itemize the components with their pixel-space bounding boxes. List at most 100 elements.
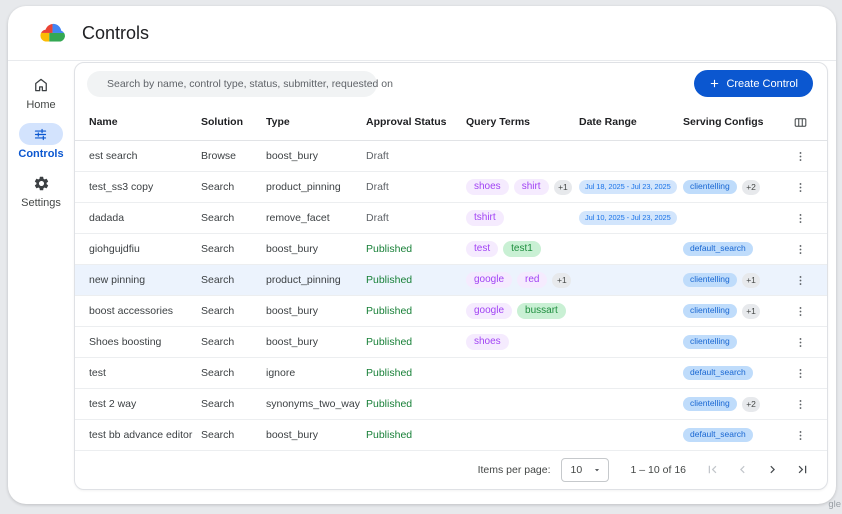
column-header-query-terms: Query Terms: [466, 116, 530, 128]
plus-icon: [711, 79, 719, 88]
cell-serving-configs: clientelling +2: [683, 396, 787, 412]
sidebar-item-home[interactable]: Home: [26, 74, 56, 111]
query-term-pill: test: [466, 240, 499, 258]
cell-date-range: Jul 10, 2025 - Jul 23, 2025: [579, 210, 683, 226]
page-title: Controls: [82, 22, 150, 43]
table-row[interactable]: test bb advance editor Search boost_bury…: [75, 420, 827, 451]
extra-configs-count-badge: +2: [741, 179, 761, 195]
create-control-label: Create Control: [726, 77, 798, 90]
cell-type: ignore: [266, 367, 296, 379]
query-term-pill: shoes: [466, 178, 509, 196]
extra-configs-count-badge: +2: [741, 396, 761, 412]
cell-type: product_pinning: [266, 181, 341, 193]
table-row[interactable]: giohgujdfiu Search boost_bury Published …: [75, 234, 827, 265]
serving-config-pill: default_search: [683, 427, 753, 443]
date-range-pill: Jul 18, 2025 - Jul 23, 2025: [579, 179, 677, 195]
cell-name: est search: [89, 150, 138, 162]
kebab-menu-icon[interactable]: [792, 241, 809, 258]
cell-query-terms: tshirt: [466, 209, 579, 227]
cell-status: Published: [366, 305, 413, 317]
create-control-button[interactable]: Create Control: [694, 70, 813, 97]
top-bar: Controls: [8, 6, 836, 61]
app-panel: Controls Home Controls: [8, 6, 836, 504]
tune-icon: [35, 128, 47, 140]
table-row[interactable]: test 2 way Search synonyms_two_way Publi…: [75, 389, 827, 420]
items-per-page-select[interactable]: 10: [560, 457, 609, 482]
next-page-icon[interactable]: [764, 461, 781, 478]
column-header-date-range: Date Range: [579, 116, 637, 128]
cell-name: test: [89, 367, 106, 379]
table-row[interactable]: new pinning Search product_pinning Publi…: [75, 265, 827, 296]
table-row[interactable]: boost accessories Search boost_bury Publ…: [75, 296, 827, 327]
cell-name: new pinning: [89, 274, 146, 286]
toolbar: Search by name, control type, status, su…: [75, 63, 827, 104]
cell-type: boost_bury: [266, 243, 318, 255]
cell-solution: Search: [201, 243, 235, 255]
cell-status: Published: [366, 429, 413, 441]
cell-serving-configs: default_search: [683, 241, 787, 257]
kebab-menu-icon[interactable]: [792, 303, 809, 320]
cell-solution: Search: [201, 274, 235, 286]
cell-solution: Search: [201, 336, 235, 348]
sidebar-item-controls[interactable]: Controls: [18, 123, 64, 160]
cell-serving-configs: default_search: [683, 365, 787, 381]
google-cloud-logo: [30, 23, 74, 44]
serving-config-pill: clientelling: [683, 334, 737, 350]
cell-date-range: Jul 18, 2025 - Jul 23, 2025: [579, 179, 683, 195]
partial-cutoff-text: gle: [828, 499, 841, 510]
table-row[interactable]: test_ss3 copy Search product_pinning Dra…: [75, 172, 827, 203]
kebab-menu-icon[interactable]: [792, 272, 809, 289]
table-row[interactable]: est search Browse boost_bury Draft: [75, 141, 827, 172]
search-input[interactable]: Search by name, control type, status, su…: [87, 71, 393, 97]
cell-query-terms: shoes: [466, 333, 579, 351]
query-term-pill: shoes: [466, 333, 509, 351]
cell-serving-configs: clientelling +1: [683, 272, 787, 288]
query-term-pill: bussart: [517, 302, 566, 320]
cell-query-terms: google red +1: [466, 271, 579, 289]
columns-icon[interactable]: [793, 115, 808, 130]
kebab-menu-icon[interactable]: [792, 334, 809, 351]
cell-name: test_ss3 copy: [89, 181, 154, 193]
cell-status: Draft: [366, 212, 389, 224]
kebab-menu-icon[interactable]: [792, 396, 809, 413]
sidebar: Home Controls Settings: [8, 62, 74, 504]
cell-status: Published: [366, 336, 413, 348]
cell-type: remove_facet: [266, 212, 330, 224]
column-header-serving-configs: Serving Configs: [683, 116, 764, 128]
query-term-pill: tshirt: [466, 209, 504, 227]
cell-solution: Search: [201, 212, 235, 224]
kebab-menu-icon[interactable]: [792, 427, 809, 444]
prev-page-icon[interactable]: [734, 461, 751, 478]
query-term-pill: test1: [503, 240, 541, 258]
table-row[interactable]: dadada Search remove_facet Draft tshirt …: [75, 203, 827, 234]
search-placeholder: Search by name, control type, status, su…: [107, 78, 393, 90]
kebab-menu-icon[interactable]: [792, 365, 809, 382]
column-header-approval-status: Approval Status: [366, 116, 447, 128]
cell-solution: Search: [201, 367, 235, 379]
sidebar-item-settings[interactable]: Settings: [21, 172, 61, 209]
table-body: est search Browse boost_bury Draft test_…: [75, 141, 827, 451]
items-per-page-value: 10: [570, 463, 583, 476]
kebab-menu-icon[interactable]: [792, 148, 809, 165]
cell-name: dadada: [89, 212, 125, 224]
table-row[interactable]: test Search ignore Published default_sea…: [75, 358, 827, 389]
kebab-menu-icon[interactable]: [792, 210, 809, 227]
cell-name: test 2 way: [89, 398, 137, 410]
cell-type: product_pinning: [266, 274, 341, 286]
cell-name: boost accessories: [89, 305, 174, 317]
table-row[interactable]: Shoes boosting Search boost_bury Publish…: [75, 327, 827, 358]
serving-config-pill: default_search: [683, 241, 753, 257]
cell-status: Published: [366, 398, 413, 410]
cell-serving-configs: clientelling +2: [683, 179, 787, 195]
home-icon: [32, 74, 50, 96]
cell-solution: Search: [201, 398, 235, 410]
active-nav-pill: [18, 123, 63, 145]
last-page-icon[interactable]: [794, 461, 811, 478]
query-term-pill: google: [466, 302, 513, 320]
controls-card: Search by name, control type, status, su…: [74, 62, 828, 490]
kebab-menu-icon[interactable]: [792, 179, 809, 196]
first-page-icon[interactable]: [704, 461, 721, 478]
cell-status: Published: [366, 243, 413, 255]
pager-controls: [704, 461, 811, 478]
query-term-pill: google: [466, 271, 513, 289]
